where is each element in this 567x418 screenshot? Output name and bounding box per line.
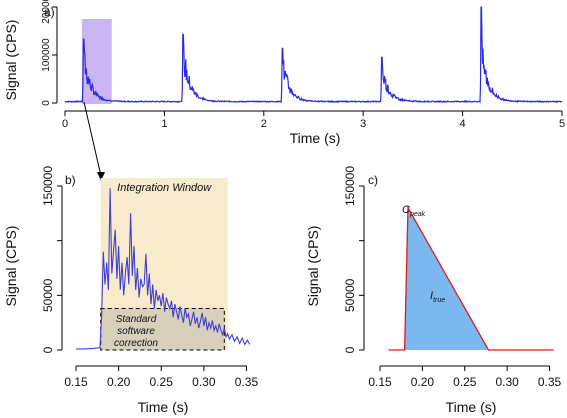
x-tick-label: 0.25 [150,375,174,389]
x-axis-label: Time (s) [138,399,189,415]
signal-trace [76,188,251,350]
y-tick-label: 0 [343,346,357,353]
panel-b-label: b) [65,173,76,187]
x-tick-label: 2 [261,118,267,130]
correction-label-line-1: Standard [116,314,157,325]
y-tick-label: 50000 [41,278,55,312]
zoom-arrow [83,101,105,181]
x-axis-label: Time (s) [290,130,341,146]
standard-correction-box [100,307,225,351]
y-tick-label: 0 [41,100,52,106]
y-tick-label: 200000 [41,0,52,24]
correction-label-line-3: correction [114,338,158,349]
signal-trace [64,6,563,104]
x-tick-label: 0.15 [368,375,392,389]
x-tick-label: 5 [559,118,565,130]
y-tick-label: 150000 [343,166,357,206]
x-tick-label: 0.25 [453,375,477,389]
y-tick-label: 150000 [41,166,55,206]
peak-outline [388,205,554,351]
y-tick-label: 0 [41,346,55,353]
x-tick-label: 0.35 [538,375,562,389]
y-tick-label: 100000 [41,38,52,72]
x-tick-label: 0.30 [495,375,519,389]
x-tick-label: 4 [460,118,466,130]
highlight-window [81,19,112,104]
y-axis-label: Signal (CPS) [3,20,19,101]
x-tick-label: 0.35 [235,375,259,389]
x-tick-label: 0 [62,118,68,130]
peak-area [404,207,489,350]
x-tick-label: 1 [161,118,167,130]
x-axis-label: Time (s) [446,399,497,415]
panel-a: a) 0 1 2 3 4 5 0 100000 200000 Time (s) Signal … [3,0,565,146]
panel-c-label: c) [368,173,378,187]
y-axis-label: Signal (CPS) [305,226,321,307]
integration-window-label: Integration Window [117,182,212,194]
y-tick-label: 50000 [343,278,357,312]
x-tick-label: 0.20 [411,375,435,389]
correction-label-line-2: software [117,326,155,337]
x-tick-label: 0.15 [64,375,88,389]
y-axis-label: Signal (CPS) [3,226,19,307]
x-tick-label: 3 [360,118,366,130]
peak-label: Cpeak [402,204,426,218]
x-tick-label: 0.30 [192,375,216,389]
x-tick-label: 0.20 [107,375,131,389]
panel-a-label: a) [44,5,55,19]
panel-c: c) Cpeak Itrue 0.15 0.20 0.25 0.30 0.35 0 500… [305,166,562,415]
area-label: Itrue [430,290,445,304]
panel-b: b) Integration Window Standard software … [3,166,258,415]
